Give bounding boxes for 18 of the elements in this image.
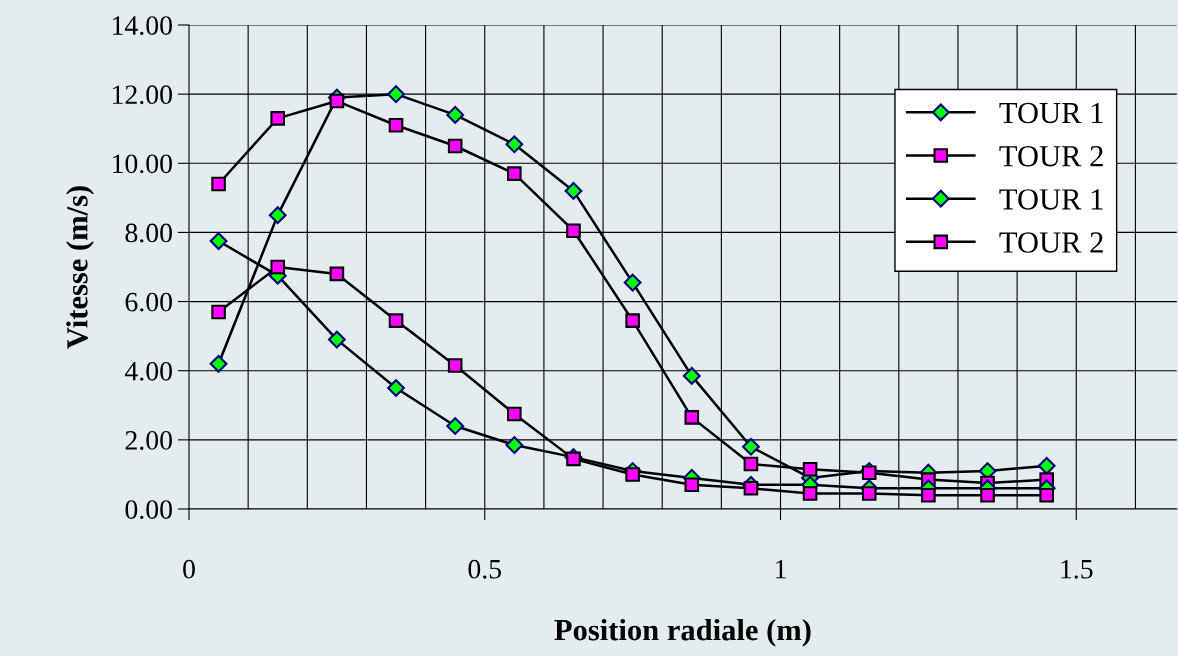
y-tick-label: 2.00 <box>125 431 172 450</box>
legend-label: TOUR 1 <box>999 189 1103 210</box>
x-axis-title: Position radiale (m) <box>554 618 811 647</box>
y-tick-label: 12.00 <box>112 85 172 105</box>
y-tick-label: 14.00 <box>112 16 172 36</box>
legend-label: TOUR 2 <box>999 145 1103 167</box>
y-axis-title: Vitesse (m/s) <box>66 186 94 349</box>
legend-label: TOUR 2 <box>999 232 1103 253</box>
y-tick-label: 4.00 <box>124 361 172 381</box>
x-tick-label: 1.5 <box>1061 559 1093 579</box>
legend-label: TOUR 1 <box>999 102 1103 124</box>
x-tick-label: 0 <box>183 559 195 579</box>
y-tick-label: 8.00 <box>125 223 172 243</box>
y-tick-label: 10.00 <box>112 154 172 174</box>
x-tick-label: 1 <box>776 559 786 579</box>
y-tick-label: 0.00 <box>125 500 172 520</box>
x-tick-label: 0.5 <box>468 559 502 579</box>
y-tick-label: 6.00 <box>125 292 172 312</box>
